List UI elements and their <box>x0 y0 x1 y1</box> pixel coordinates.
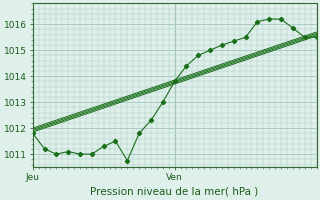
X-axis label: Pression niveau de la mer( hPa ): Pression niveau de la mer( hPa ) <box>91 187 259 197</box>
